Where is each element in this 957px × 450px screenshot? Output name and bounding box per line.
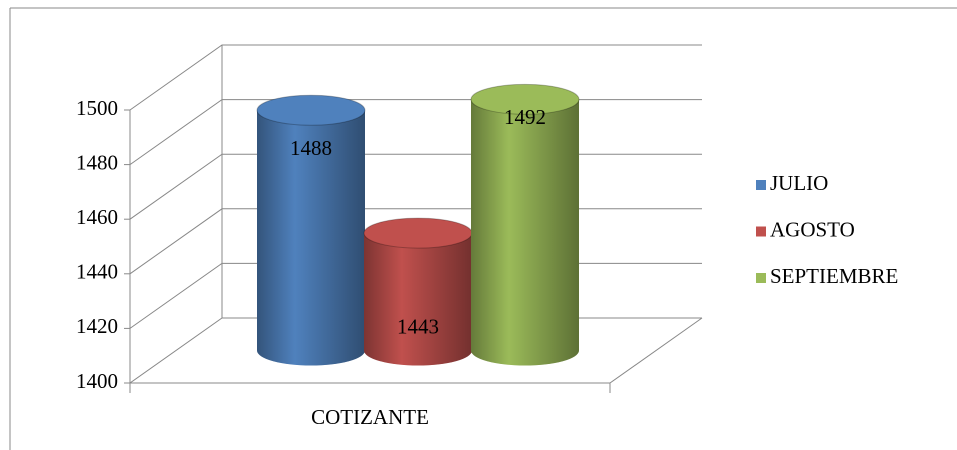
floor-line (609, 317, 703, 384)
y-tick-label: 1500 (76, 96, 118, 120)
y-tick-label: 1480 (76, 150, 118, 174)
x-tick-label: COTIZANTE (311, 405, 429, 429)
grid-line (129, 99, 702, 166)
data-label: 1443 (397, 314, 439, 338)
bar-shade (257, 110, 365, 366)
legend-label: SEPTIEMBRE (770, 264, 898, 288)
data-label: 1492 (504, 105, 546, 129)
bar-shade (471, 99, 579, 366)
bar-shade (364, 233, 472, 366)
legend-label: AGOSTO (770, 217, 855, 241)
y-tick-label: 1460 (76, 205, 118, 229)
y-tick-label: 1420 (76, 314, 118, 338)
bar-top (256, 94, 366, 126)
legend-swatch (756, 273, 766, 283)
legend-swatch (756, 226, 766, 237)
y-tick-label: 1440 (76, 260, 118, 284)
bar-top (470, 83, 580, 115)
grid-line (129, 44, 702, 111)
legend-label: JULIO (770, 171, 828, 195)
data-label: 1488 (290, 136, 332, 160)
bar-top (363, 217, 473, 249)
legend-swatch (756, 180, 766, 190)
y-tick-label: 1400 (76, 369, 118, 393)
grid-line (129, 153, 702, 220)
